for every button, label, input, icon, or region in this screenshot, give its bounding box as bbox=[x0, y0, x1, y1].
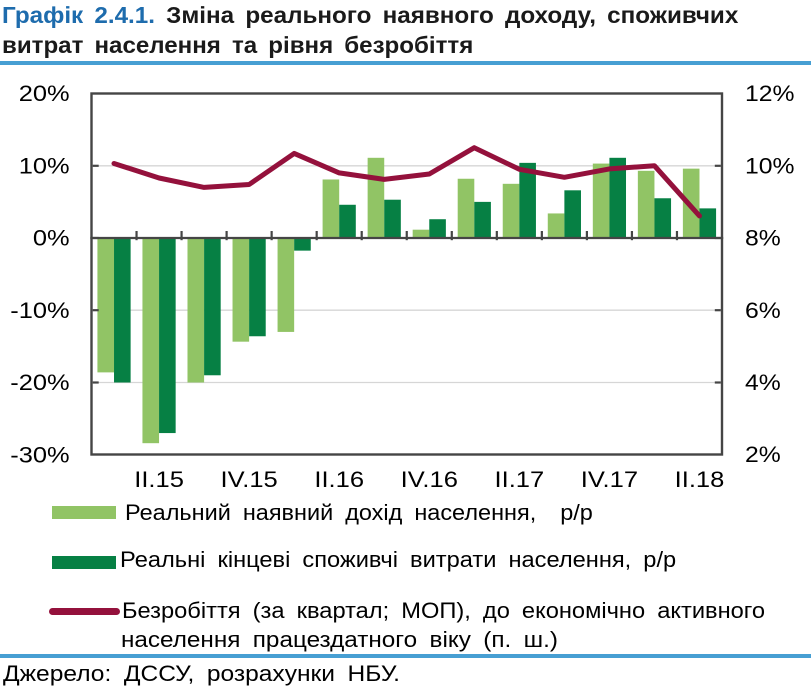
svg-text:-10%: -10% bbox=[10, 298, 69, 323]
svg-text:2%: 2% bbox=[745, 442, 781, 467]
svg-text:II.18: II.18 bbox=[675, 467, 725, 492]
svg-text:10%: 10% bbox=[745, 154, 795, 179]
svg-text:IV.15: IV.15 bbox=[220, 467, 277, 492]
svg-text:12%: 12% bbox=[745, 81, 795, 106]
svg-text:20%: 20% bbox=[19, 82, 70, 107]
svg-text:6%: 6% bbox=[745, 298, 781, 323]
svg-text:II.17: II.17 bbox=[494, 467, 544, 492]
svg-text:II.15: II.15 bbox=[134, 467, 184, 492]
svg-text:-30%: -30% bbox=[10, 443, 69, 468]
svg-text:4%: 4% bbox=[745, 370, 781, 395]
svg-text:IV.16: IV.16 bbox=[401, 467, 458, 492]
svg-text:10%: 10% bbox=[19, 154, 70, 179]
svg-text:8%: 8% bbox=[745, 226, 781, 251]
svg-text:-20%: -20% bbox=[10, 371, 69, 396]
svg-text:IV.17: IV.17 bbox=[581, 467, 638, 492]
svg-text:0%: 0% bbox=[33, 226, 70, 251]
svg-text:II.16: II.16 bbox=[314, 467, 364, 492]
